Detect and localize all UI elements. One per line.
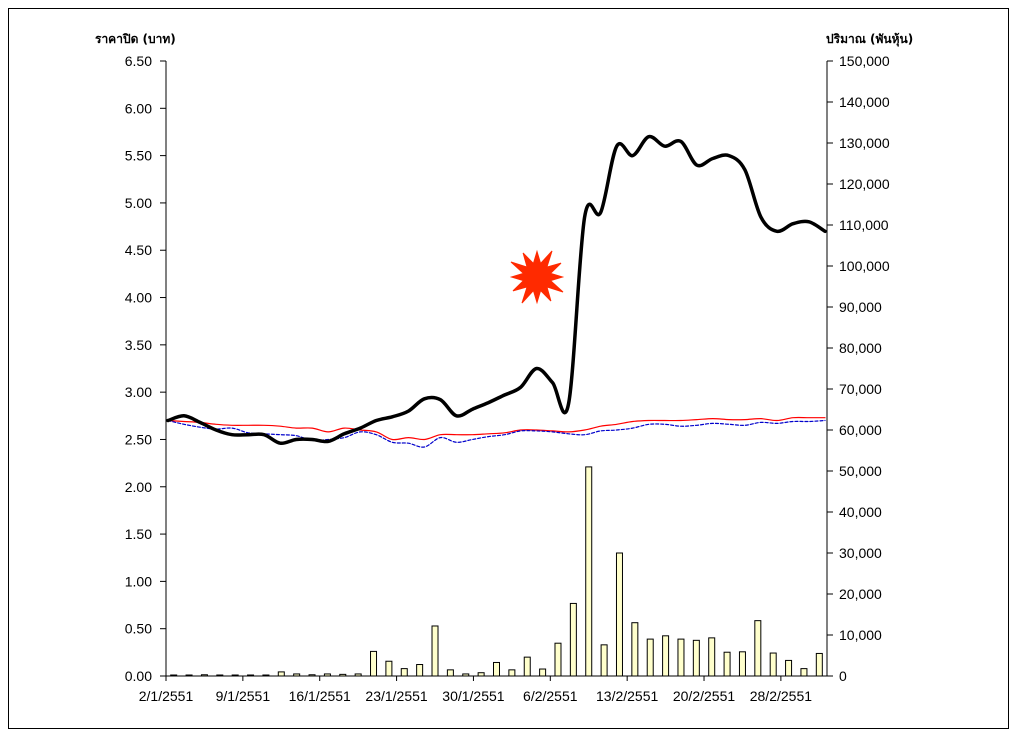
volume-bar [416,664,424,677]
left-tick-label: 0.50 [125,621,152,637]
left-tick-label: 0.00 [125,668,152,684]
x-tick-label: 9/1/2551 [216,688,271,704]
left-tick-label: 5.00 [125,195,152,211]
chart-frame: ราคาปิด (บาท) ปริมาณ (พันหุ้น) 0.00 0.50 1… [8,8,1009,729]
volume-bar [723,651,731,677]
right-tick-label: 140,000 [839,94,890,110]
left-axis-title: ราคาปิด (บาท) [95,32,176,46]
volume-bar [800,668,808,677]
left-tick-label: 1.00 [125,573,152,589]
volume-bar [277,671,285,677]
x-tick-label: 28/2/2551 [750,688,812,704]
right-tick-label: 10,000 [839,627,882,643]
x-tick-label: 2/1/2551 [139,688,194,704]
right-tick-label: 60,000 [839,422,882,438]
volume-bar [600,644,608,677]
left-tick-label: 6.50 [125,53,152,69]
left-tick-label: 5.50 [125,148,152,164]
left-tick-label: 3.50 [125,337,152,353]
blue-dashed-line [167,419,826,448]
price-lines [166,134,827,448]
volume-bar [385,660,393,677]
volume-bar [738,651,746,677]
right-tick-label: 50,000 [839,463,882,479]
right-tick-label: 110,000 [839,217,889,233]
x-tick-label: 13/2/2551 [596,688,658,704]
volume-bar [708,637,716,677]
right-tick-label: 100,000 [839,258,890,274]
left-tick-label: 2.00 [125,479,152,495]
right-tick-label: 20,000 [839,586,882,602]
x-tick-label: 30/1/2551 [442,688,504,704]
volume-bars [170,466,823,677]
volume-bar [585,466,593,677]
closing-price-line [166,134,827,446]
starburst-icon [509,249,565,305]
x-tick-label: 20/2/2551 [673,688,735,704]
right-tick-label: 120,000 [839,176,890,192]
right-tick-label: 90,000 [839,299,882,315]
right-tick-label: 80,000 [839,340,882,356]
volume-bar [677,638,685,677]
volume-bar [446,669,454,677]
x-tick-label: 6/2/2551 [523,688,578,704]
volume-bar [769,652,777,677]
volume-bar [692,639,700,677]
axes: 0.00 0.50 1.00 1.50 2.00 2.50 3.00 3.50 4.00 4.50… [125,53,890,704]
volume-bar [539,668,547,677]
volume-bar [615,552,623,677]
volume-bar [493,661,500,677]
volume-bar [554,642,562,677]
left-tick-label: 1.50 [125,526,152,542]
right-axis-title: ปริมาณ (พันหุ้น) [826,32,913,47]
x-tick-label: 23/1/2551 [365,688,427,704]
volume-bar [370,650,378,677]
volume-bar [815,652,823,677]
right-tick-label: 40,000 [839,504,882,520]
left-tick-label: 4.00 [125,290,152,306]
volume-bar [508,669,516,677]
volume-bar [754,620,762,677]
right-tick-label: 70,000 [839,381,882,397]
left-tick-label: 6.00 [125,100,152,116]
left-tick-label: 3.00 [125,384,152,400]
volume-bar [785,659,793,677]
price-volume-chart: ราคาปิด (บาท) ปริมาณ (พันหุ้น) 0.00 0.50 1… [95,32,913,704]
right-tick-label: 130,000 [839,135,890,151]
x-tick-label: 16/1/2551 [289,688,351,704]
volume-bar [662,635,670,677]
volume-bar [646,638,654,677]
volume-bar [431,625,439,677]
left-tick-label: 4.50 [125,242,152,258]
right-tick-label: 150,000 [839,53,890,69]
volume-bar [400,668,408,677]
volume-bar [569,602,577,677]
volume-bar [631,622,639,677]
red-line [167,416,826,441]
left-tick-label: 2.50 [125,431,152,447]
right-tick-label: 0 [839,668,847,684]
annotation-layer [509,249,565,305]
right-tick-label: 30,000 [839,545,882,561]
volume-bar [523,656,531,677]
